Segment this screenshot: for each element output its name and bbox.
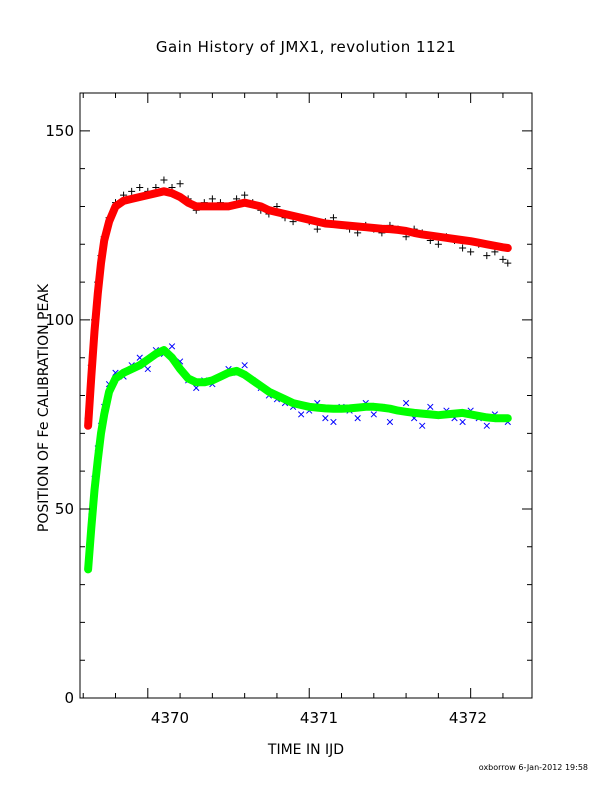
series-2-point (483, 422, 490, 429)
series-2-point (427, 403, 434, 410)
series-0-point (241, 191, 249, 199)
series-1-fit-line (84, 187, 512, 430)
series-2-point (459, 418, 466, 426)
y-tick-label-50: 50 (55, 500, 74, 518)
series-2-point (168, 343, 176, 350)
series-0-point (467, 248, 475, 256)
series-2-point (298, 411, 305, 418)
axis-ticks (80, 92, 532, 699)
series-0-point (329, 214, 337, 222)
series-0-point (208, 195, 216, 203)
series-0-point (176, 180, 184, 188)
x-tick-label-4370: 4370 (151, 709, 189, 727)
series-0-point (504, 259, 512, 267)
series-0-point (313, 225, 321, 233)
series-2-point (386, 418, 394, 426)
y-axis-label: POSITION OF Fe CALIBRATION PEAK (36, 283, 52, 532)
y-tick-label-0: 0 (64, 689, 74, 707)
x-tick-label-4371: 4371 (300, 709, 338, 727)
series-2-point (402, 399, 410, 407)
series-0-point (499, 255, 507, 263)
footer-credit: oxborrow 6-Jan-2012 19:58 (479, 763, 588, 772)
series-2-point (322, 415, 329, 422)
series-0-point (459, 244, 467, 252)
series-2-point (241, 362, 248, 369)
series-0-point (160, 176, 168, 184)
series-0-point (136, 184, 144, 192)
series-0-point (354, 229, 362, 237)
series-3-fit-line (84, 346, 512, 574)
y-tick-label-150: 150 (45, 122, 74, 140)
x-tick-label-4372: 4372 (449, 709, 487, 727)
series-0-point (483, 252, 491, 260)
series-0-point (128, 187, 136, 195)
y-tick-label-100: 100 (45, 311, 74, 329)
plot-frame (79, 92, 533, 699)
series-2-point (354, 415, 361, 422)
series-2-point (144, 365, 151, 373)
series-2-point (330, 418, 337, 426)
x-axis-label: TIME IN IJD (267, 742, 344, 758)
plot-area (84, 176, 512, 574)
chart-title: Gain History of JMX1, revolution 1121 (156, 38, 456, 56)
series-0-point (434, 240, 442, 248)
series-2-point (419, 422, 426, 429)
series-2-point (370, 411, 377, 418)
